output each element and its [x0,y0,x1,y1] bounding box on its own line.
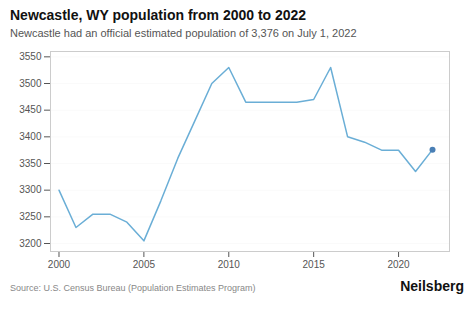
svg-text:2020: 2020 [387,259,410,270]
svg-text:3400: 3400 [19,131,42,142]
svg-text:3250: 3250 [19,211,42,222]
svg-text:2010: 2010 [218,259,241,270]
svg-text:3550: 3550 [19,51,42,62]
svg-text:2015: 2015 [303,259,326,270]
svg-text:3300: 3300 [19,184,42,195]
svg-text:3200: 3200 [19,238,42,249]
svg-text:2005: 2005 [133,259,156,270]
svg-text:3350: 3350 [19,158,42,169]
svg-text:3500: 3500 [19,78,42,89]
html-text:Neilsberg: Neilsberg [400,278,464,294]
html-text:Source: U.S. Census Bureau (Po: Source: U.S. Census Bureau (Population E… [10,283,256,293]
svg-text:3450: 3450 [19,104,42,115]
html-text:Newcastle, WY population from: Newcastle, WY population from 2000 to 20… [10,7,307,23]
html-text:Newcastle had an official esti: Newcastle had an official estimated popu… [10,27,357,39]
svg-text:2000: 2000 [48,259,71,270]
